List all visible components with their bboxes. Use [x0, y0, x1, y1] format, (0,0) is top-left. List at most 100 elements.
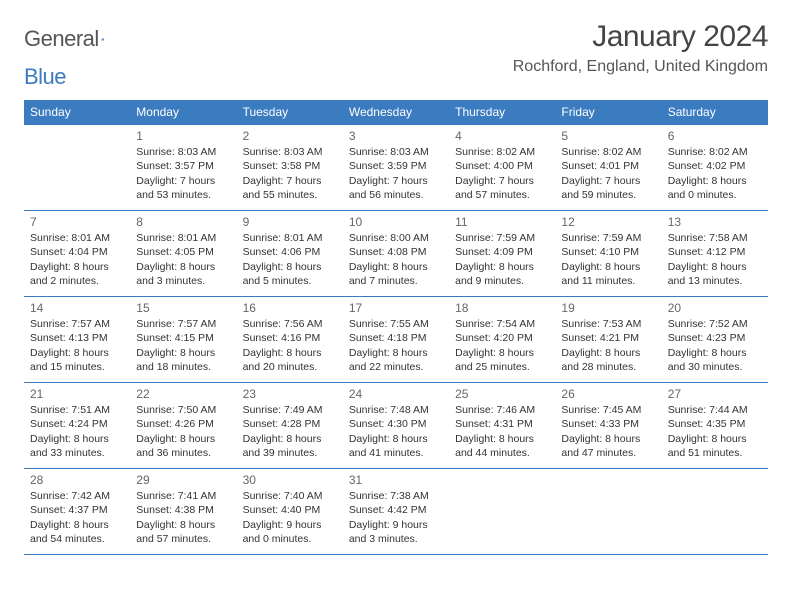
day-info-line: Sunrise: 7:40 AM	[243, 489, 337, 503]
day-cell	[662, 469, 768, 555]
day-info-line: Daylight: 9 hours	[349, 518, 443, 532]
day-info-line: Daylight: 8 hours	[30, 346, 124, 360]
day-info-line: and 51 minutes.	[668, 446, 762, 460]
day-info-line: Sunset: 4:06 PM	[243, 245, 337, 259]
day-cell: 2Sunrise: 8:03 AMSunset: 3:58 PMDaylight…	[237, 125, 343, 211]
day-info-line: Sunrise: 7:41 AM	[136, 489, 230, 503]
day-info-line: and 47 minutes.	[561, 446, 655, 460]
day-cell	[24, 125, 130, 211]
day-number: 12	[561, 214, 655, 230]
day-info-line: Daylight: 8 hours	[561, 346, 655, 360]
day-number: 10	[349, 214, 443, 230]
day-info-line: and 55 minutes.	[243, 188, 337, 202]
day-cell: 19Sunrise: 7:53 AMSunset: 4:21 PMDayligh…	[555, 297, 661, 383]
calendar-page: General January 2024 Rochford, England, …	[0, 0, 792, 575]
day-info-line: Sunset: 4:15 PM	[136, 331, 230, 345]
day-info-line: Sunrise: 8:01 AM	[243, 231, 337, 245]
day-cell: 28Sunrise: 7:42 AMSunset: 4:37 PMDayligh…	[24, 469, 130, 555]
day-info-line: and 41 minutes.	[349, 446, 443, 460]
day-info-line: Sunset: 4:37 PM	[30, 503, 124, 517]
day-info-line: Sunset: 4:38 PM	[136, 503, 230, 517]
header-row: Sunday Monday Tuesday Wednesday Thursday…	[24, 100, 768, 125]
day-cell: 27Sunrise: 7:44 AMSunset: 4:35 PMDayligh…	[662, 383, 768, 469]
day-info-line: Sunset: 4:28 PM	[243, 417, 337, 431]
day-info-line: Daylight: 8 hours	[561, 432, 655, 446]
day-number: 29	[136, 472, 230, 488]
day-number: 24	[349, 386, 443, 402]
day-number: 26	[561, 386, 655, 402]
day-info-line: and 7 minutes.	[349, 274, 443, 288]
day-cell: 4Sunrise: 8:02 AMSunset: 4:00 PMDaylight…	[449, 125, 555, 211]
calendar-table: Sunday Monday Tuesday Wednesday Thursday…	[24, 100, 768, 555]
day-number: 11	[455, 214, 549, 230]
day-info-line: Sunrise: 7:58 AM	[668, 231, 762, 245]
day-number: 9	[243, 214, 337, 230]
day-info-line: Sunrise: 8:01 AM	[136, 231, 230, 245]
day-info-line: Sunset: 4:12 PM	[668, 245, 762, 259]
day-info-line: Sunrise: 7:50 AM	[136, 403, 230, 417]
day-info-line: and 28 minutes.	[561, 360, 655, 374]
day-info-line: and 53 minutes.	[136, 188, 230, 202]
day-number: 23	[243, 386, 337, 402]
day-info-line: Sunset: 4:42 PM	[349, 503, 443, 517]
day-number: 20	[668, 300, 762, 316]
calendar-body: 1Sunrise: 8:03 AMSunset: 3:57 PMDaylight…	[24, 125, 768, 555]
day-info-line: Daylight: 8 hours	[668, 346, 762, 360]
day-info-line: and 3 minutes.	[136, 274, 230, 288]
day-cell: 18Sunrise: 7:54 AMSunset: 4:20 PMDayligh…	[449, 297, 555, 383]
day-number: 15	[136, 300, 230, 316]
day-cell: 12Sunrise: 7:59 AMSunset: 4:10 PMDayligh…	[555, 211, 661, 297]
day-info-line: and 39 minutes.	[243, 446, 337, 460]
day-info-line: Sunrise: 7:42 AM	[30, 489, 124, 503]
week-row: 14Sunrise: 7:57 AMSunset: 4:13 PMDayligh…	[24, 297, 768, 383]
day-info-line: Sunset: 4:35 PM	[668, 417, 762, 431]
day-info-line: Daylight: 8 hours	[668, 260, 762, 274]
day-cell: 10Sunrise: 8:00 AMSunset: 4:08 PMDayligh…	[343, 211, 449, 297]
day-info-line: Sunrise: 7:53 AM	[561, 317, 655, 331]
day-number: 31	[349, 472, 443, 488]
day-info-line: Sunset: 4:20 PM	[455, 331, 549, 345]
day-info-line: Sunrise: 7:38 AM	[349, 489, 443, 503]
day-number: 27	[668, 386, 762, 402]
day-cell: 25Sunrise: 7:46 AMSunset: 4:31 PMDayligh…	[449, 383, 555, 469]
day-info-line: Daylight: 8 hours	[243, 346, 337, 360]
day-info-line: Sunset: 3:58 PM	[243, 159, 337, 173]
day-cell: 7Sunrise: 8:01 AMSunset: 4:04 PMDaylight…	[24, 211, 130, 297]
day-info-line: Sunrise: 8:00 AM	[349, 231, 443, 245]
day-info-line: Sunset: 4:16 PM	[243, 331, 337, 345]
day-info-line: Sunset: 4:33 PM	[561, 417, 655, 431]
day-number: 16	[243, 300, 337, 316]
col-monday: Monday	[130, 100, 236, 125]
day-info-line: and 0 minutes.	[668, 188, 762, 202]
day-info-line: and 5 minutes.	[243, 274, 337, 288]
day-number: 7	[30, 214, 124, 230]
day-info-line: Daylight: 8 hours	[243, 432, 337, 446]
day-number: 21	[30, 386, 124, 402]
day-info-line: and 36 minutes.	[136, 446, 230, 460]
day-info-line: Daylight: 8 hours	[455, 346, 549, 360]
day-number: 19	[561, 300, 655, 316]
day-info-line: Daylight: 8 hours	[668, 174, 762, 188]
logo-text-general: General	[24, 26, 99, 52]
day-cell: 5Sunrise: 8:02 AMSunset: 4:01 PMDaylight…	[555, 125, 661, 211]
day-info-line: Daylight: 8 hours	[455, 432, 549, 446]
day-info-line: Sunset: 4:05 PM	[136, 245, 230, 259]
day-number: 17	[349, 300, 443, 316]
day-info-line: and 56 minutes.	[349, 188, 443, 202]
day-number: 1	[136, 128, 230, 144]
day-info-line: Daylight: 7 hours	[136, 174, 230, 188]
day-info-line: and 44 minutes.	[455, 446, 549, 460]
day-cell: 26Sunrise: 7:45 AMSunset: 4:33 PMDayligh…	[555, 383, 661, 469]
day-info-line: Daylight: 8 hours	[136, 346, 230, 360]
day-info-line: Daylight: 8 hours	[136, 518, 230, 532]
day-info-line: and 18 minutes.	[136, 360, 230, 374]
day-number: 4	[455, 128, 549, 144]
day-info-line: Sunrise: 8:02 AM	[561, 145, 655, 159]
day-info-line: and 33 minutes.	[30, 446, 124, 460]
title-block: January 2024 Rochford, England, United K…	[513, 20, 768, 76]
day-number: 2	[243, 128, 337, 144]
day-cell: 30Sunrise: 7:40 AMSunset: 4:40 PMDayligh…	[237, 469, 343, 555]
day-info-line: Sunset: 4:08 PM	[349, 245, 443, 259]
day-info-line: Sunset: 3:59 PM	[349, 159, 443, 173]
location-text: Rochford, England, United Kingdom	[513, 58, 768, 76]
